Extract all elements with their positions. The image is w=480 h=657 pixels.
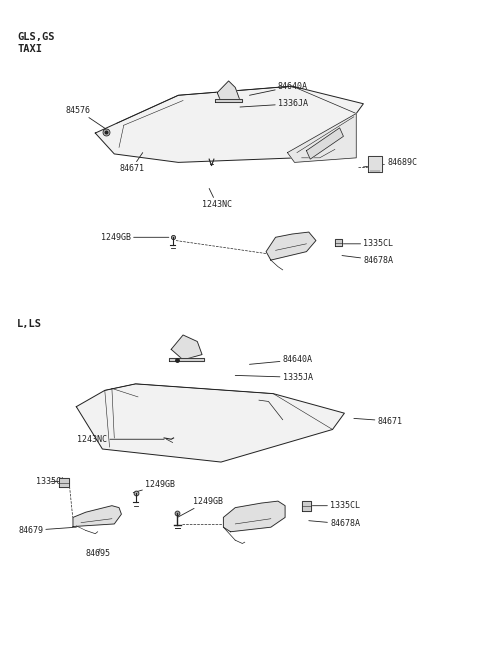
Polygon shape: [216, 99, 242, 102]
Polygon shape: [306, 128, 343, 159]
Text: 84695: 84695: [86, 549, 111, 558]
Polygon shape: [288, 114, 356, 162]
Polygon shape: [301, 501, 311, 511]
Text: 1249GB: 1249GB: [101, 233, 169, 242]
Polygon shape: [368, 156, 383, 172]
Text: 1336JA: 1336JA: [240, 99, 308, 108]
Text: 84671: 84671: [354, 417, 403, 426]
Text: L,LS: L,LS: [17, 319, 42, 328]
Text: 84678A: 84678A: [342, 256, 393, 265]
Text: 84671: 84671: [119, 152, 144, 173]
Text: 84640A: 84640A: [250, 355, 312, 365]
Polygon shape: [335, 238, 342, 246]
Text: 84689C: 84689C: [363, 158, 417, 167]
Text: 84640A: 84640A: [250, 81, 308, 95]
Polygon shape: [171, 335, 202, 360]
Polygon shape: [73, 506, 121, 526]
Text: 84678A: 84678A: [309, 520, 360, 528]
Text: 1335CL: 1335CL: [309, 501, 360, 510]
Polygon shape: [217, 81, 240, 102]
Polygon shape: [59, 478, 69, 487]
Text: 1335CL: 1335CL: [342, 239, 393, 248]
Polygon shape: [76, 384, 344, 462]
Polygon shape: [223, 501, 285, 532]
Text: GLS,GS
TAXI: GLS,GS TAXI: [17, 32, 55, 55]
Text: 1243NC: 1243NC: [202, 189, 232, 209]
Text: 1335JA: 1335JA: [235, 373, 312, 382]
Polygon shape: [169, 358, 204, 361]
Text: 1243NC: 1243NC: [77, 435, 164, 443]
Polygon shape: [266, 232, 316, 260]
Text: 1249GB: 1249GB: [133, 480, 175, 493]
Text: 84576: 84576: [66, 106, 107, 130]
Polygon shape: [96, 86, 363, 162]
Text: 84679: 84679: [18, 526, 76, 535]
Text: 1335CL: 1335CL: [36, 477, 66, 486]
Text: 1249GB: 1249GB: [178, 497, 223, 518]
